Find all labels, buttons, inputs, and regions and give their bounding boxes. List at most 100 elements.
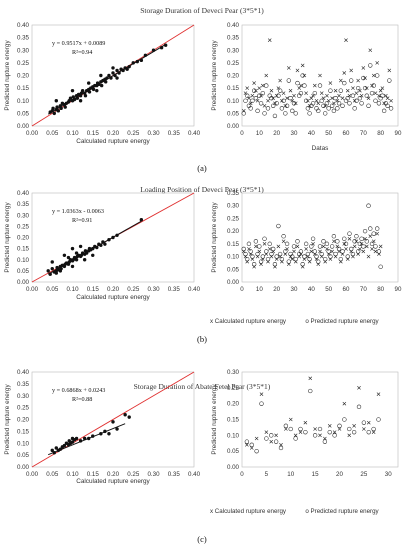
marker-stroke [340,96,345,101]
trend-line [47,44,166,115]
series-marker-o [375,226,380,231]
marker-stroke [389,98,393,103]
series-marker-x [281,91,286,95]
y-tick-label: 0.35 [17,381,30,388]
y-tick-label: 0.35 [17,35,30,42]
data-point [54,271,58,275]
data-point [87,90,92,94]
marker-stroke [247,247,251,251]
series-marker-o [298,249,304,254]
series-marker-o [340,249,345,254]
series-marker-o [303,98,309,103]
series-marker-o [283,249,288,254]
marker-stroke [267,247,272,251]
series-marker-o [312,249,317,254]
marker-stroke [358,247,362,251]
marker-stroke [257,249,262,254]
series-marker-x [313,427,317,431]
marker-stroke [311,93,315,98]
data-point [71,95,76,99]
marker-stroke [284,427,288,431]
series-marker-o [345,254,350,259]
marker-stroke [351,86,355,90]
series-marker-o [307,111,312,116]
series-marker-o [350,251,356,257]
marker-stroke [255,98,260,103]
marker-stroke [368,48,373,53]
marker-stroke [248,101,253,106]
x-tick-label: 60 [343,286,350,293]
series-marker-x [300,63,305,68]
x-tick-label: 20 [273,286,280,293]
marker-stroke [264,73,269,78]
y-tick-label: 0.15 [227,85,240,92]
series-marker-o [249,442,254,448]
data-point [78,99,83,103]
series-marker-o [257,244,262,249]
marker-stroke [281,239,286,244]
series-marker-x [347,93,352,98]
series-marker-x [285,247,289,251]
y-axis-label: Predicted rupture energy [211,40,218,111]
series-marker-x [373,91,378,95]
series-marker-o [269,251,274,257]
x-tick-label: 0.00 [26,130,39,137]
y-tick-label: 0.30 [17,212,30,219]
series-marker-o [336,101,342,106]
x-tick-label: 0.20 [107,130,120,137]
data-point [52,111,56,116]
chart-title: Loading Position of Deveci Pear (3*5*1) [140,185,264,194]
series-marker-o [368,226,373,231]
series-marker-o [243,98,248,103]
series-marker-o [290,254,295,259]
marker-stroke [290,98,295,103]
plot-frame [241,371,399,468]
marker-stroke [245,86,250,90]
series-marker-x [262,242,267,246]
plot-frame [241,24,399,127]
series-marker-x [285,96,289,101]
data-point [111,66,115,70]
series-marker-o [260,91,265,96]
data-point [66,255,71,260]
data-point [103,242,107,246]
series-marker-o [347,231,352,236]
y-tick-label: 0.00 [227,123,240,130]
marker-stroke [380,86,385,90]
x-tick-label: 0.40 [188,471,201,478]
series-marker-x [380,86,385,90]
series-marker-o [328,88,333,93]
series-marker-o [327,429,332,435]
y-axis-label: Predicted rupture energy [4,384,11,455]
series-marker-o [338,88,343,93]
x-tick-label: 0.05 [46,471,59,478]
series-marker-o [319,98,324,103]
marker-stroke [264,430,269,434]
panel-caption: (a) [197,163,207,173]
series-marker-x [304,91,308,95]
series-marker-o [288,426,293,432]
x-tick-label: 0.10 [66,130,79,137]
marker-stroke [364,244,369,249]
series-marker-x [340,96,345,101]
data-point [107,432,111,436]
marker-stroke [314,98,319,103]
series-marker-x [257,249,262,254]
marker-stroke [279,443,283,447]
marker-stroke [303,420,308,425]
series-marker-x [323,436,327,441]
series-marker-o [262,111,267,116]
series-marker-o [253,239,259,244]
series-marker-o [312,433,318,438]
y-tick-label: 0.15 [17,246,30,253]
series-marker-x [297,86,302,90]
series-marker-x [347,236,352,241]
series-marker-x [321,96,326,101]
x-tick-label: 80 [377,286,384,293]
y-tick-label: 0.15 [17,428,30,435]
x-tick-label: 0.20 [107,471,120,478]
series-marker-o [253,96,259,101]
series-marker-o [286,259,291,264]
y-tick-label: 0.05 [17,110,30,117]
